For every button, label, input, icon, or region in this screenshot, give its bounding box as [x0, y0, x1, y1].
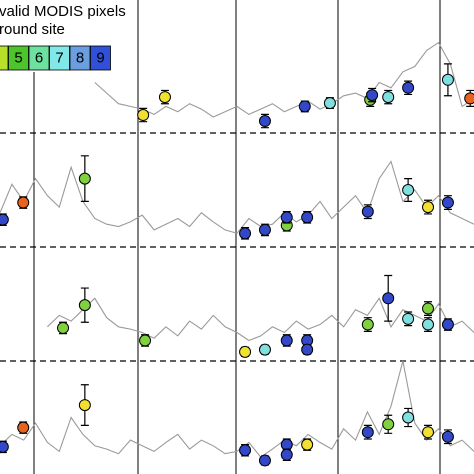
data-point — [78, 172, 91, 185]
data-point — [280, 211, 293, 224]
data-point — [258, 223, 271, 236]
data-point — [402, 81, 415, 94]
legend-swatch — [49, 45, 70, 71]
legend-label: 8 — [76, 49, 84, 66]
data-point — [239, 345, 252, 358]
series-line — [0, 360, 474, 458]
data-point — [366, 89, 379, 102]
data-point — [382, 418, 395, 431]
data-point — [382, 91, 395, 104]
series-line — [47, 297, 474, 342]
legend-swatch — [28, 45, 50, 71]
legend-swatch — [69, 45, 91, 71]
panel — [0, 155, 474, 240]
legend-label: 7 — [55, 49, 63, 66]
data-point — [239, 444, 252, 457]
data-point — [464, 92, 474, 105]
panel — [0, 360, 474, 467]
data-point — [17, 421, 30, 434]
data-point — [280, 438, 293, 451]
legend-swatch — [8, 45, 29, 71]
data-point — [78, 399, 91, 412]
panel — [47, 274, 474, 358]
data-point — [361, 205, 374, 218]
data-point — [361, 318, 374, 331]
data-point — [301, 343, 314, 356]
data-point — [422, 318, 435, 331]
data-point — [422, 302, 435, 315]
data-point — [301, 211, 314, 224]
data-point — [298, 100, 311, 113]
data-point — [78, 299, 91, 312]
data-point — [422, 201, 435, 214]
data-point — [280, 448, 293, 461]
data-point — [402, 184, 415, 196]
data-point — [137, 109, 150, 122]
data-point — [441, 430, 454, 443]
legend-label: 5 — [14, 49, 22, 66]
data-point — [258, 115, 271, 128]
data-point — [280, 334, 293, 347]
data-point — [258, 343, 271, 356]
data-point — [57, 321, 70, 334]
series-line — [0, 160, 474, 234]
data-point — [139, 334, 152, 347]
data-point — [17, 196, 30, 209]
series-line — [94, 41, 474, 118]
data-point — [239, 227, 252, 240]
data-point — [0, 440, 9, 453]
legend-label: 6 — [35, 49, 43, 66]
legend-swatch — [90, 45, 111, 71]
data-point — [441, 73, 454, 86]
data-point — [258, 454, 271, 467]
data-point — [422, 426, 435, 439]
legend-label: 9 — [96, 49, 104, 66]
data-point — [402, 312, 415, 325]
data-point — [0, 213, 9, 226]
data-point — [158, 91, 171, 104]
data-point — [361, 426, 374, 439]
data-point — [441, 196, 454, 209]
data-point — [382, 292, 395, 305]
legend-text: round site — [0, 21, 65, 38]
data-point — [323, 97, 336, 110]
data-point — [402, 411, 415, 424]
legend-swatch — [0, 45, 9, 71]
legend-text: valid MODIS pixels — [0, 3, 126, 20]
panel — [94, 41, 474, 129]
data-point — [441, 318, 454, 331]
data-point — [301, 438, 314, 451]
